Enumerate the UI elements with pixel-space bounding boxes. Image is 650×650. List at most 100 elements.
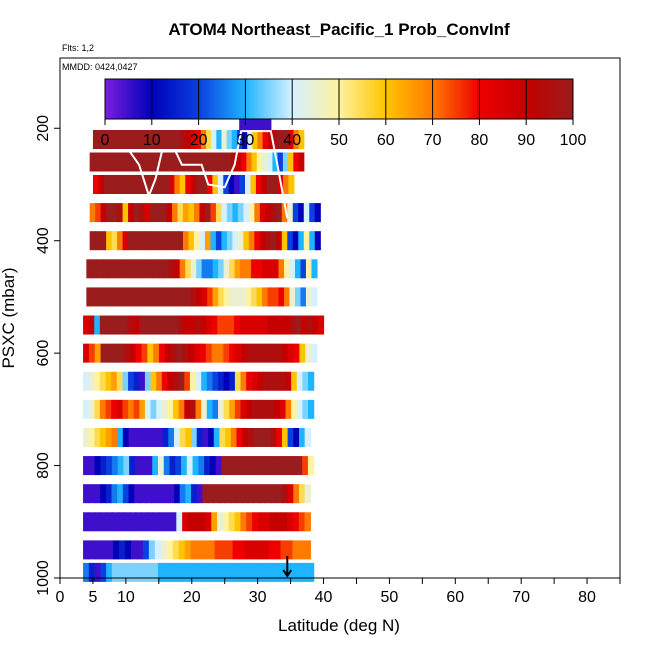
- heatmap-cell: [303, 231, 310, 251]
- heatmap-cell: [272, 130, 279, 150]
- heatmap-cell: [307, 562, 315, 582]
- marker-arrow-head: [282, 569, 293, 578]
- heatmap-cell: [256, 152, 263, 172]
- heatmap-cell: [312, 315, 319, 335]
- colorbar-swatch: [189, 79, 193, 119]
- heatmap-cell: [126, 152, 133, 172]
- colorbar-swatch: [425, 79, 429, 119]
- colorbar-swatch: [109, 79, 113, 119]
- heatmap-cell: [206, 315, 213, 335]
- heatmap-cell: [234, 287, 241, 307]
- heatmap-cell: [245, 174, 252, 194]
- heatmap-cell: [266, 174, 273, 194]
- heatmap-cell: [100, 427, 107, 447]
- heatmap-cell: [273, 456, 280, 476]
- heatmap-cell: [294, 259, 302, 279]
- heatmap-cell: [277, 152, 284, 172]
- heatmap-cell: [273, 562, 280, 582]
- colorbar-swatch: [355, 79, 359, 119]
- heatmap-cell: [243, 203, 250, 223]
- colorbar-swatch: [207, 79, 211, 119]
- heatmap-cell: [227, 456, 234, 476]
- heatmap-cell: [211, 343, 219, 363]
- heatmap-cell: [122, 315, 129, 335]
- x-tick-label: 80: [578, 589, 596, 606]
- heatmap-cell: [276, 427, 283, 447]
- heatmap-cell: [252, 130, 259, 150]
- flight-track-line: [89, 130, 289, 219]
- heatmap-cell: [262, 540, 270, 560]
- heatmap-cell: [258, 343, 265, 363]
- heatmap-cell: [274, 399, 281, 419]
- colorbar-swatch: [259, 79, 263, 119]
- colorbar-swatch: [502, 79, 506, 119]
- heatmap-cell: [139, 484, 147, 504]
- heatmap-cell: [202, 427, 209, 447]
- heatmap-cell: [214, 152, 221, 172]
- heatmap-cell: [123, 456, 130, 476]
- colorbar-tick-label: 10: [143, 132, 161, 149]
- heatmap-cell: [262, 287, 269, 307]
- heatmap-cell: [207, 259, 214, 279]
- heatmap-cell: [135, 343, 143, 363]
- heatmap-cell: [261, 174, 268, 194]
- colorbar-swatch: [556, 79, 560, 119]
- colorbar-swatch: [126, 79, 129, 119]
- heatmap-cell: [158, 456, 165, 476]
- heatmap-cell: [285, 371, 292, 391]
- heatmap-cell: [136, 152, 143, 172]
- colorbar-swatch: [282, 79, 286, 119]
- heatmap-cell: [111, 427, 118, 447]
- heatmap-cell: [117, 203, 124, 223]
- heatmap-cell: [244, 562, 251, 582]
- heatmap-cell: [116, 371, 124, 391]
- heatmap-cell: [99, 371, 107, 391]
- heatmap-cell: [279, 456, 286, 476]
- colorbar-swatch: [488, 79, 492, 119]
- heatmap-cell: [120, 174, 127, 194]
- y-tick-label: 200: [35, 115, 52, 142]
- heatmap-cell: [254, 231, 261, 251]
- heatmap-cell: [259, 203, 266, 223]
- colorbar-swatch: [168, 79, 172, 119]
- heatmap-cell: [298, 427, 306, 447]
- heatmap-cell: [251, 399, 258, 419]
- heatmap-cell: [222, 315, 230, 335]
- heatmap-cell: [253, 484, 260, 504]
- heatmap-cell: [161, 231, 168, 251]
- heatmap-cell: [158, 174, 165, 194]
- heatmap-cell: [168, 259, 175, 279]
- heatmap-cell: [116, 315, 123, 335]
- heatmap-cell: [163, 287, 170, 307]
- heatmap-cell: [218, 371, 225, 391]
- heatmap-cell: [83, 343, 90, 363]
- heatmap-cell: [105, 399, 112, 419]
- heatmap-cell: [119, 259, 126, 279]
- heatmap-cell: [309, 203, 316, 223]
- heatmap-cell: [281, 427, 289, 447]
- heatmap-cell: [221, 456, 228, 476]
- colorbar-swatch: [474, 79, 478, 119]
- heatmap-cell: [91, 259, 98, 279]
- heatmap-cell: [152, 456, 159, 476]
- heatmap-cell: [167, 371, 174, 391]
- colorbar-swatch: [231, 79, 235, 119]
- heatmap-cell: [229, 343, 236, 363]
- heatmap-cell: [111, 371, 118, 391]
- heatmap-cell: [188, 152, 195, 172]
- heatmap-cell: [91, 287, 98, 307]
- heatmap-cell: [204, 456, 211, 476]
- heatmap-cell: [113, 287, 120, 307]
- heatmap-cell: [89, 152, 96, 172]
- heatmap-cell: [144, 315, 151, 335]
- heatmap-cell: [220, 540, 228, 560]
- heatmap-cell: [178, 540, 186, 560]
- heatmap-cell: [88, 484, 96, 504]
- heatmap-cell: [177, 203, 184, 223]
- heatmap-cell: [189, 399, 197, 419]
- heatmap-cell: [83, 315, 90, 335]
- colorbar-swatch: [486, 79, 490, 119]
- colorbar-swatch: [392, 79, 396, 119]
- heatmap-cell: [279, 399, 287, 419]
- x-tick-label: 20: [183, 589, 201, 606]
